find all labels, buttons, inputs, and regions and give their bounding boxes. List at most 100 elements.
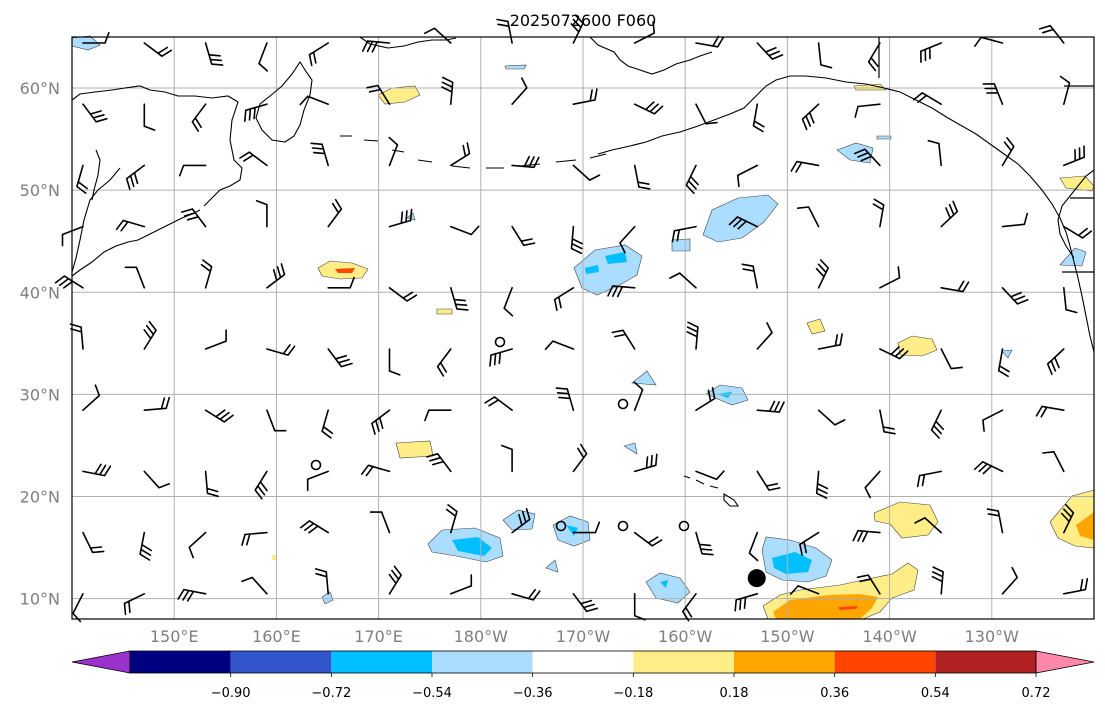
- wind-barb: [115, 219, 146, 232]
- colorbar-swatch: [633, 651, 734, 673]
- coastline-okhotsk: [71, 167, 121, 273]
- negative-anomaly-core: [585, 265, 599, 274]
- wind-barb: [982, 409, 1004, 432]
- wind-barb: [570, 14, 584, 44]
- negative-anomaly-region: [1001, 349, 1013, 359]
- colorbar-outline: [129, 650, 1037, 674]
- longitude-label: 150°W: [760, 627, 815, 646]
- wind-barb: [496, 18, 513, 44]
- wind-barb: [853, 148, 881, 167]
- wind-barb: [143, 103, 156, 131]
- negative-anomaly-core: [660, 580, 668, 588]
- wind-barb: [912, 92, 942, 105]
- wind-barb: [426, 453, 452, 473]
- wind-barb: [54, 275, 84, 289]
- wind-barb: [266, 344, 296, 356]
- colorbar-swatches: [71, 650, 1095, 674]
- wind-barb: [756, 42, 784, 60]
- longitude-label: 170°E: [354, 627, 403, 646]
- wind-barb: [931, 566, 944, 595]
- coastline-alaska-west: [589, 36, 713, 75]
- wind-barb: [139, 531, 153, 561]
- wind-barb: [511, 77, 528, 105]
- wind-barb: [854, 103, 881, 118]
- calm-wind-circle: [617, 520, 629, 532]
- wind-barb: [790, 160, 820, 173]
- wind-barb: [503, 287, 514, 317]
- wind-barb: [867, 42, 881, 72]
- positive-anomaly-core: [838, 606, 858, 610]
- wind-barb: [1063, 578, 1089, 595]
- wind-barb: [511, 588, 541, 601]
- wind-barb: [388, 348, 401, 376]
- wind-barb: [181, 208, 207, 228]
- colorbar-swatch: [432, 651, 533, 673]
- wind-barb: [244, 103, 268, 122]
- wind-barb: [143, 320, 157, 350]
- calm-wind-circle: [310, 459, 322, 471]
- wind-barb: [72, 593, 84, 623]
- wind-barb: [241, 576, 268, 595]
- calm-wind-circle: [678, 520, 690, 532]
- latitude-label: 60°N: [20, 79, 60, 98]
- wind-barb: [789, 585, 820, 595]
- wind-barb: [544, 340, 575, 351]
- wind-barb: [748, 531, 759, 562]
- gridlines: [72, 37, 1094, 619]
- wind-barb: [611, 329, 636, 350]
- wind-barb: [266, 263, 286, 289]
- wind-barb: [327, 276, 355, 289]
- wind-barb: [445, 504, 458, 534]
- wind-barb: [501, 444, 513, 473]
- wind-barb: [125, 164, 146, 190]
- calm-wind-circle: [494, 336, 506, 348]
- wind-barb: [1060, 504, 1075, 534]
- colorbar-swatch: [331, 651, 432, 673]
- wind-barb: [695, 470, 725, 481]
- wind-barb: [424, 409, 452, 422]
- wind-barb: [200, 259, 213, 289]
- longitude-label: 150°E: [150, 627, 199, 646]
- wind-barb: [695, 35, 725, 48]
- wind-barb: [879, 409, 896, 435]
- wind-barb: [361, 464, 391, 477]
- wind-barb: [817, 409, 846, 426]
- colorbar-extend-high: [1035, 650, 1095, 674]
- wind-barb: [204, 409, 234, 423]
- wind-barb: [388, 565, 402, 595]
- colorbar-swatch: [734, 651, 835, 673]
- negative-anomaly-region: [623, 442, 638, 455]
- wind-barb: [327, 198, 343, 228]
- colorbar-swatch: [935, 651, 1036, 673]
- coastline-canada: [1057, 169, 1095, 259]
- positive-anomaly-region: [806, 318, 826, 335]
- negative-anomaly-region: [502, 509, 536, 531]
- negative-anomaly-core: [772, 552, 812, 574]
- coastline-japan: [71, 235, 147, 277]
- colorbar-extend-low: [71, 650, 131, 674]
- wind-barb: [299, 95, 329, 106]
- coastline-chukotka: [359, 36, 457, 49]
- wind-barb: [734, 593, 759, 612]
- wind-barb: [619, 225, 636, 254]
- wind-barb: [669, 272, 697, 289]
- wind-barb: [555, 387, 575, 411]
- wind-barb: [973, 461, 1004, 475]
- colorbar-tick-label: 0.54: [921, 686, 950, 701]
- wind-barb: [204, 42, 224, 66]
- wind-barb: [450, 287, 469, 311]
- wind-barb: [484, 396, 513, 411]
- wind-barb: [258, 42, 268, 72]
- wind-barb: [756, 470, 781, 491]
- longitude-label: 180°W: [454, 627, 509, 646]
- wind-barb: [633, 531, 663, 547]
- wind-barb: [927, 139, 942, 167]
- wind-barb: [82, 531, 105, 554]
- wind-barb: [695, 387, 716, 411]
- wind-barb: [997, 348, 1010, 378]
- wind-barb: [633, 453, 658, 473]
- negative-anomaly-region: [545, 559, 559, 573]
- wind-barb: [1035, 405, 1065, 418]
- wind-barb: [572, 521, 601, 534]
- wind-barb: [124, 266, 146, 289]
